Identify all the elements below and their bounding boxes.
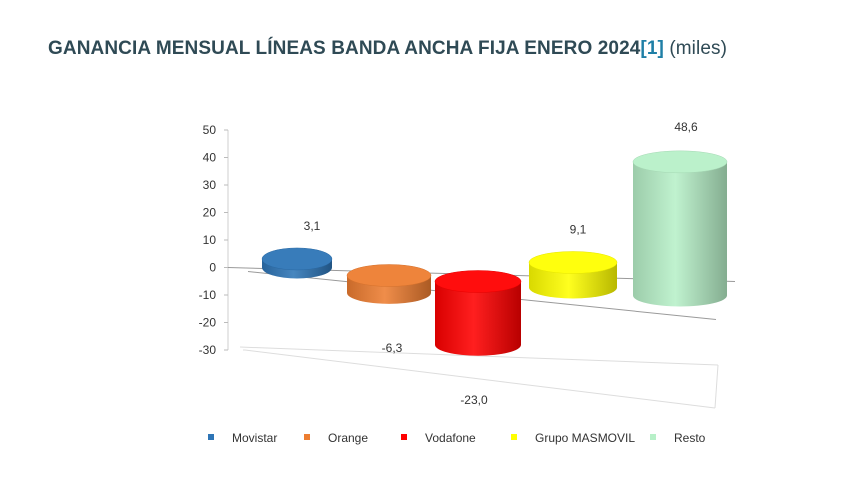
legend-label: Resto: [674, 431, 706, 445]
bar-body: [435, 281, 521, 356]
y-tick-label: 20: [203, 206, 217, 220]
y-tick-label: 50: [203, 123, 217, 137]
legend-label: Vodafone: [425, 431, 476, 445]
bar-grupo-masmovil: [528, 251, 618, 299]
data-label: 9,1: [570, 222, 587, 236]
chart-legend: Movistar Orange Vodafone Grupo MASMOVIL Rest…: [208, 431, 706, 445]
bar-top: [346, 264, 432, 287]
data-label: 48,6: [674, 120, 698, 134]
legend-swatch: [650, 434, 656, 440]
legend-item-grupo-masmovil: Grupo MASMOVIL: [511, 431, 635, 445]
y-tick-label: -30: [199, 343, 217, 357]
y-tick-label: -20: [199, 316, 217, 330]
legend-swatch: [401, 434, 407, 440]
data-label: 3,1: [304, 219, 321, 233]
footnote-ref-link[interactable]: [1]: [640, 38, 664, 59]
y-tick-labels: 50 40 30 20 10 0 -10 -20 -30: [199, 123, 217, 357]
floor-right-edge: [714, 364, 719, 409]
data-label: -23,0: [460, 393, 488, 407]
legend-item-vodafone: Vodafone: [401, 431, 476, 445]
legend-swatch: [511, 434, 517, 440]
bar-resto: [632, 150, 728, 307]
bar-top: [632, 150, 728, 174]
y-tick-label: 30: [203, 178, 217, 192]
bar-orange: [346, 264, 432, 304]
y-tick-label: -10: [199, 288, 217, 302]
y-tick-label: 40: [203, 151, 217, 165]
floor-back-line: [239, 346, 719, 366]
legend-swatch: [304, 434, 310, 440]
bar-body: [633, 161, 727, 307]
legend-label: Orange: [328, 431, 368, 445]
data-label: -6,3: [382, 341, 403, 355]
legend-label: Grupo MASMOVIL: [535, 431, 635, 445]
data-labels: 3,1 -6,3 -23,0 9,1 48,6: [304, 120, 698, 407]
title-text: GANANCIA MENSUAL LÍNEAS BANDA ANCHA FIJA…: [48, 38, 641, 59]
bar-movistar: [261, 247, 333, 279]
chart-bars: [261, 150, 728, 356]
y-tick-label: 10: [203, 233, 217, 247]
bar-vodafone: [434, 270, 522, 356]
legend-item-orange: Orange: [304, 431, 368, 445]
legend-item-movistar: Movistar: [208, 431, 277, 445]
bar-top: [434, 270, 522, 293]
chart-title: GANANCIA MENSUAL LÍNEAS BANDA ANCHA FIJA…: [48, 38, 727, 60]
legend-label: Movistar: [232, 431, 277, 445]
title-unit: (miles): [669, 38, 728, 59]
legend-swatch: [208, 434, 214, 440]
bar-top: [528, 251, 618, 274]
bar-top: [261, 247, 333, 271]
y-tick-label: 0: [209, 261, 216, 275]
floor-front-line: [244, 349, 716, 409]
legend-item-resto: Resto: [650, 431, 706, 445]
